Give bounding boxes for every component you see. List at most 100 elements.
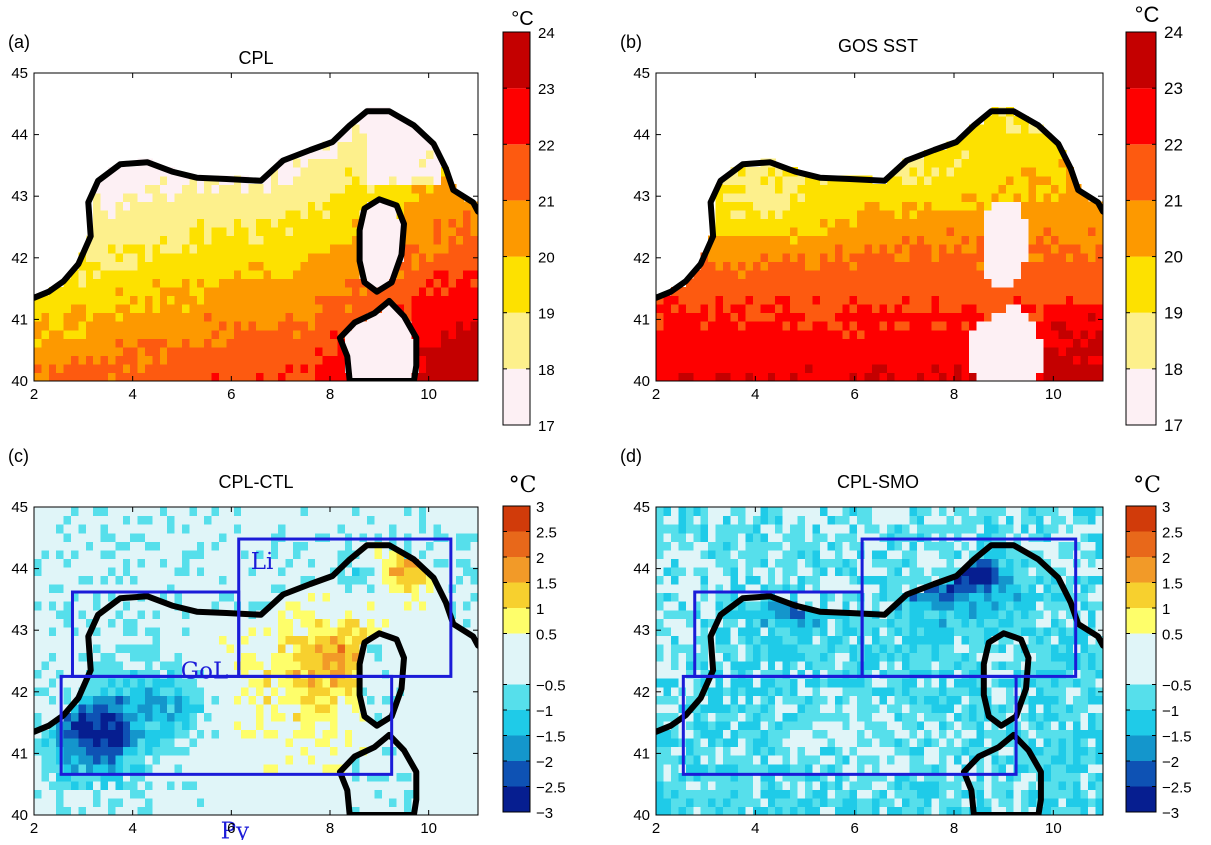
field-cell <box>256 304 264 313</box>
colorbar-tick-label: 20 <box>538 250 555 267</box>
field-cell <box>175 610 183 619</box>
field-cell <box>389 141 397 150</box>
field-cell <box>857 372 865 381</box>
field-cell <box>716 347 724 356</box>
field-cell <box>448 347 456 356</box>
field-cell <box>798 236 806 245</box>
field-cell <box>293 601 301 610</box>
field-cell <box>708 295 716 304</box>
field-cell <box>360 150 368 159</box>
field-cell <box>323 295 331 304</box>
field-cell <box>337 755 345 764</box>
field-cell <box>999 236 1007 245</box>
field-cell <box>1066 304 1074 313</box>
field-cell <box>753 270 761 279</box>
field-cell <box>1096 347 1104 356</box>
field-cell <box>441 278 449 287</box>
field-cell <box>783 227 791 236</box>
field-cell <box>880 236 888 245</box>
field-cell <box>984 355 992 364</box>
field-cell <box>49 524 57 533</box>
field-cell <box>123 610 131 619</box>
field-cell <box>115 201 123 210</box>
field-cell <box>315 184 323 193</box>
field-cell <box>842 321 850 330</box>
field-cell <box>212 355 220 364</box>
field-cell <box>241 738 249 747</box>
field-cell <box>404 524 412 533</box>
field-cell <box>374 567 382 576</box>
field-cell <box>234 516 242 525</box>
field-cell <box>330 321 338 330</box>
field-cell <box>152 364 160 373</box>
field-cell <box>798 270 806 279</box>
field-cell <box>760 364 768 373</box>
field-cell <box>286 747 294 756</box>
field-cell <box>880 355 888 364</box>
field-cell <box>917 261 925 270</box>
field-cell <box>189 721 197 730</box>
field-cell <box>212 372 220 381</box>
field-cell <box>902 347 910 356</box>
field-cell <box>226 781 234 790</box>
field-cell <box>686 338 694 347</box>
field-cell <box>108 227 116 236</box>
field-cell <box>323 347 331 356</box>
field-cell <box>783 338 791 347</box>
field-cell <box>160 507 168 516</box>
field-cell <box>397 627 405 636</box>
field-cell <box>101 330 109 339</box>
field-cell <box>448 304 456 313</box>
field-cell <box>182 507 190 516</box>
field-cell <box>850 372 858 381</box>
field-cell <box>49 338 57 347</box>
field-cell <box>34 747 42 756</box>
field-cell <box>426 364 434 373</box>
field-cell <box>175 541 183 550</box>
field-cell <box>152 678 160 687</box>
field-cell <box>939 201 947 210</box>
field-cell <box>249 287 257 296</box>
field-cell <box>278 781 286 790</box>
field-cell <box>835 295 843 304</box>
field-cell <box>78 618 86 627</box>
field-cell <box>1088 295 1096 304</box>
field-cell <box>189 738 197 747</box>
field-cell <box>411 712 419 721</box>
field-cell <box>441 227 449 236</box>
field-cell <box>108 687 116 696</box>
field-cell <box>56 806 64 815</box>
field-cell <box>969 227 977 236</box>
field-cell <box>411 184 419 193</box>
field-cell <box>1036 210 1044 219</box>
field-cell <box>86 687 94 696</box>
field-cell <box>86 313 94 322</box>
field-cell <box>108 218 116 227</box>
field-cell <box>708 278 716 287</box>
field-cell <box>138 347 146 356</box>
field-cell <box>1043 355 1051 364</box>
field-cell <box>352 176 360 185</box>
field-cell <box>197 364 205 373</box>
field-cell <box>374 261 382 270</box>
field-cell <box>1043 321 1051 330</box>
field-cell <box>693 338 701 347</box>
field-cell <box>850 201 858 210</box>
field-cell <box>152 695 160 704</box>
field-cell <box>123 321 131 330</box>
field-cell <box>315 218 323 227</box>
field-cell <box>448 295 456 304</box>
field-cell <box>434 184 442 193</box>
field-cell <box>182 184 190 193</box>
field-cell <box>857 304 865 313</box>
field-cell <box>115 627 123 636</box>
field-cell <box>441 210 449 219</box>
field-cell <box>41 347 49 356</box>
field-cell <box>693 355 701 364</box>
field-cell <box>160 287 168 296</box>
field-cell <box>145 167 153 176</box>
field-cell <box>947 176 955 185</box>
field-cell <box>101 218 109 227</box>
field-cell <box>954 304 962 313</box>
field-cell <box>1081 201 1089 210</box>
